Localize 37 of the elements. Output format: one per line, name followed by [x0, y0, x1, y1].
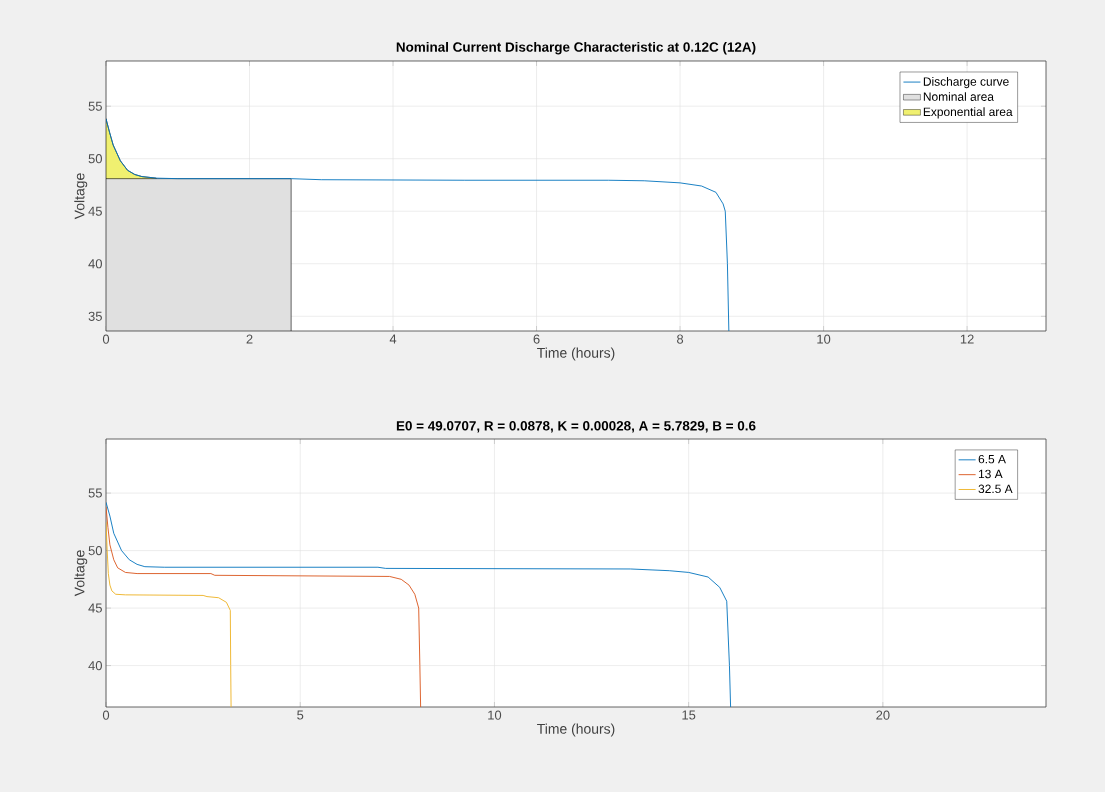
y-tick-label: 45 — [88, 603, 102, 613]
y-tick-label: 50 — [88, 154, 102, 164]
line-series — [106, 506, 422, 707]
line-series — [106, 521, 232, 707]
y-axis-title: Voltage — [74, 550, 88, 597]
y-tick-label: 40 — [88, 259, 102, 269]
x-tick-label: 15 — [682, 710, 696, 720]
x-tick-label: 20 — [876, 710, 890, 720]
x-tick-label: 10 — [817, 334, 831, 344]
x-tick-label: 2 — [246, 334, 253, 344]
legend-label: 32.5 A — [978, 484, 1013, 494]
legend-label: 13 A — [978, 469, 1003, 479]
legend-label: Exponential area — [923, 107, 1013, 119]
x-tick-label: 0 — [102, 710, 110, 720]
y-axis-title: Voltage — [74, 173, 88, 220]
x-tick-label: 10 — [488, 710, 502, 720]
y-tick-label: 45 — [88, 206, 102, 216]
legend-label: 6.5 A — [978, 454, 1006, 464]
chart-title: Nominal Current Discharge Characteristic at 0.12C (12A) — [396, 41, 756, 55]
x-axis-title: Time (hours) — [537, 723, 615, 737]
x-tick-label: 4 — [389, 334, 397, 344]
chart-title: E0 = 49.0707, R = 0.0878, K = 0.00028, A = 5.7829, B = 0.6 — [396, 421, 756, 433]
legend-label: Nominal area — [923, 92, 994, 101]
x-tick-label: 12 — [960, 334, 974, 344]
y-tick-label: 55 — [88, 101, 102, 111]
y-tick-label: 55 — [88, 488, 102, 498]
y-tick-label: 50 — [88, 545, 102, 556]
line-series — [106, 118, 730, 331]
line-series — [106, 501, 732, 707]
x-axis-title: Time (hours) — [537, 347, 615, 361]
legend-label: Discharge curve — [923, 77, 1009, 89]
x-tick-label: 0 — [102, 334, 110, 344]
x-tick-label: 6 — [533, 334, 540, 344]
y-tick-label: 35 — [88, 311, 102, 321]
x-tick-label: 8 — [677, 334, 684, 344]
y-tick-label: 40 — [88, 661, 102, 671]
x-tick-label: 5 — [297, 710, 304, 720]
